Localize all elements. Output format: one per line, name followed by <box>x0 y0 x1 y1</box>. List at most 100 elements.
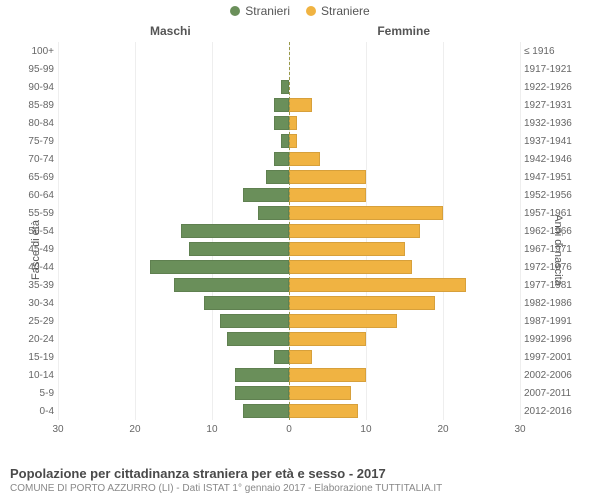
year-label: 1992-1996 <box>524 334 586 345</box>
male-half <box>58 168 289 186</box>
female-half <box>289 168 520 186</box>
male-half <box>58 294 289 312</box>
female-half <box>289 222 520 240</box>
female-bar <box>289 350 312 365</box>
legend-dot-male <box>230 6 240 16</box>
age-label: 5-9 <box>16 388 54 399</box>
male-half <box>58 312 289 330</box>
male-bar <box>235 386 289 401</box>
age-label: 35-39 <box>16 280 54 291</box>
x-tick: 0 <box>286 424 292 435</box>
year-label: 1987-1991 <box>524 316 586 327</box>
female-bar <box>289 242 405 257</box>
female-half <box>289 258 520 276</box>
male-bar <box>274 116 289 131</box>
age-label: 60-64 <box>16 190 54 201</box>
male-bar <box>181 224 289 239</box>
female-bar <box>289 332 366 347</box>
male-bar <box>235 368 289 383</box>
legend-dot-female <box>306 6 316 16</box>
male-half <box>58 276 289 294</box>
x-tick: 10 <box>360 424 371 435</box>
x-tick: 20 <box>129 424 140 435</box>
year-label: 1922-1926 <box>524 82 586 93</box>
chart-container: Stranieri Straniere Maschi Femmine Fasce… <box>0 0 600 500</box>
female-bar <box>289 134 297 149</box>
female-half <box>289 186 520 204</box>
female-half <box>289 384 520 402</box>
age-label: 70-74 <box>16 154 54 165</box>
legend: Stranieri Straniere <box>0 4 600 18</box>
year-label: 1947-1951 <box>524 172 586 183</box>
female-bar <box>289 206 443 221</box>
footer-title: Popolazione per cittadinanza straniera p… <box>10 466 590 481</box>
male-bar <box>174 278 290 293</box>
male-bar <box>243 404 289 419</box>
female-bar <box>289 296 435 311</box>
year-label: 1937-1941 <box>524 136 586 147</box>
female-half <box>289 294 520 312</box>
male-bar <box>189 242 289 257</box>
year-label: 1927-1931 <box>524 100 586 111</box>
male-half <box>58 204 289 222</box>
year-label: 1942-1946 <box>524 154 586 165</box>
pyramid-chart: 100+≤ 191695-991917-192190-941922-192685… <box>58 42 520 438</box>
year-label: 1982-1986 <box>524 298 586 309</box>
year-label: 2012-2016 <box>524 406 586 417</box>
center-divider <box>289 42 290 420</box>
male-bar <box>258 206 289 221</box>
male-bar <box>150 260 289 275</box>
female-bar <box>289 368 366 383</box>
male-half <box>58 132 289 150</box>
female-half <box>289 78 520 96</box>
age-label: 40-44 <box>16 262 54 273</box>
footer: Popolazione per cittadinanza straniera p… <box>10 466 590 494</box>
male-bar <box>281 80 289 95</box>
female-half <box>289 240 520 258</box>
female-half <box>289 42 520 60</box>
male-half <box>58 348 289 366</box>
gridline <box>520 42 521 420</box>
male-bar <box>220 314 289 329</box>
female-bar <box>289 188 366 203</box>
age-label: 15-19 <box>16 352 54 363</box>
male-bar <box>274 152 289 167</box>
female-bar <box>289 170 366 185</box>
age-label: 55-59 <box>16 208 54 219</box>
year-label: 1997-2001 <box>524 352 586 363</box>
male-half <box>58 330 289 348</box>
age-label: 100+ <box>16 46 54 57</box>
female-bar <box>289 278 466 293</box>
female-half <box>289 366 520 384</box>
male-half <box>58 186 289 204</box>
male-half <box>58 258 289 276</box>
male-bar <box>281 134 289 149</box>
female-half <box>289 402 520 420</box>
age-label: 20-24 <box>16 334 54 345</box>
year-label: 1952-1956 <box>524 190 586 201</box>
age-label: 85-89 <box>16 100 54 111</box>
age-label: 30-34 <box>16 298 54 309</box>
age-label: 65-69 <box>16 172 54 183</box>
male-half <box>58 384 289 402</box>
x-tick: 30 <box>514 424 525 435</box>
female-bar <box>289 152 320 167</box>
age-label: 25-29 <box>16 316 54 327</box>
legend-label-female: Straniere <box>321 4 370 18</box>
male-bar <box>243 188 289 203</box>
year-label: 1967-1971 <box>524 244 586 255</box>
year-label: 1972-1976 <box>524 262 586 273</box>
x-tick: 30 <box>52 424 63 435</box>
x-tick: 20 <box>437 424 448 435</box>
female-half <box>289 276 520 294</box>
year-label: ≤ 1916 <box>524 46 586 57</box>
female-bar <box>289 260 412 275</box>
female-half <box>289 330 520 348</box>
age-label: 50-54 <box>16 226 54 237</box>
legend-item-female: Straniere <box>306 4 370 18</box>
female-bar <box>289 386 351 401</box>
age-label: 80-84 <box>16 118 54 129</box>
x-tick: 10 <box>206 424 217 435</box>
male-half <box>58 114 289 132</box>
male-bar <box>274 98 289 113</box>
